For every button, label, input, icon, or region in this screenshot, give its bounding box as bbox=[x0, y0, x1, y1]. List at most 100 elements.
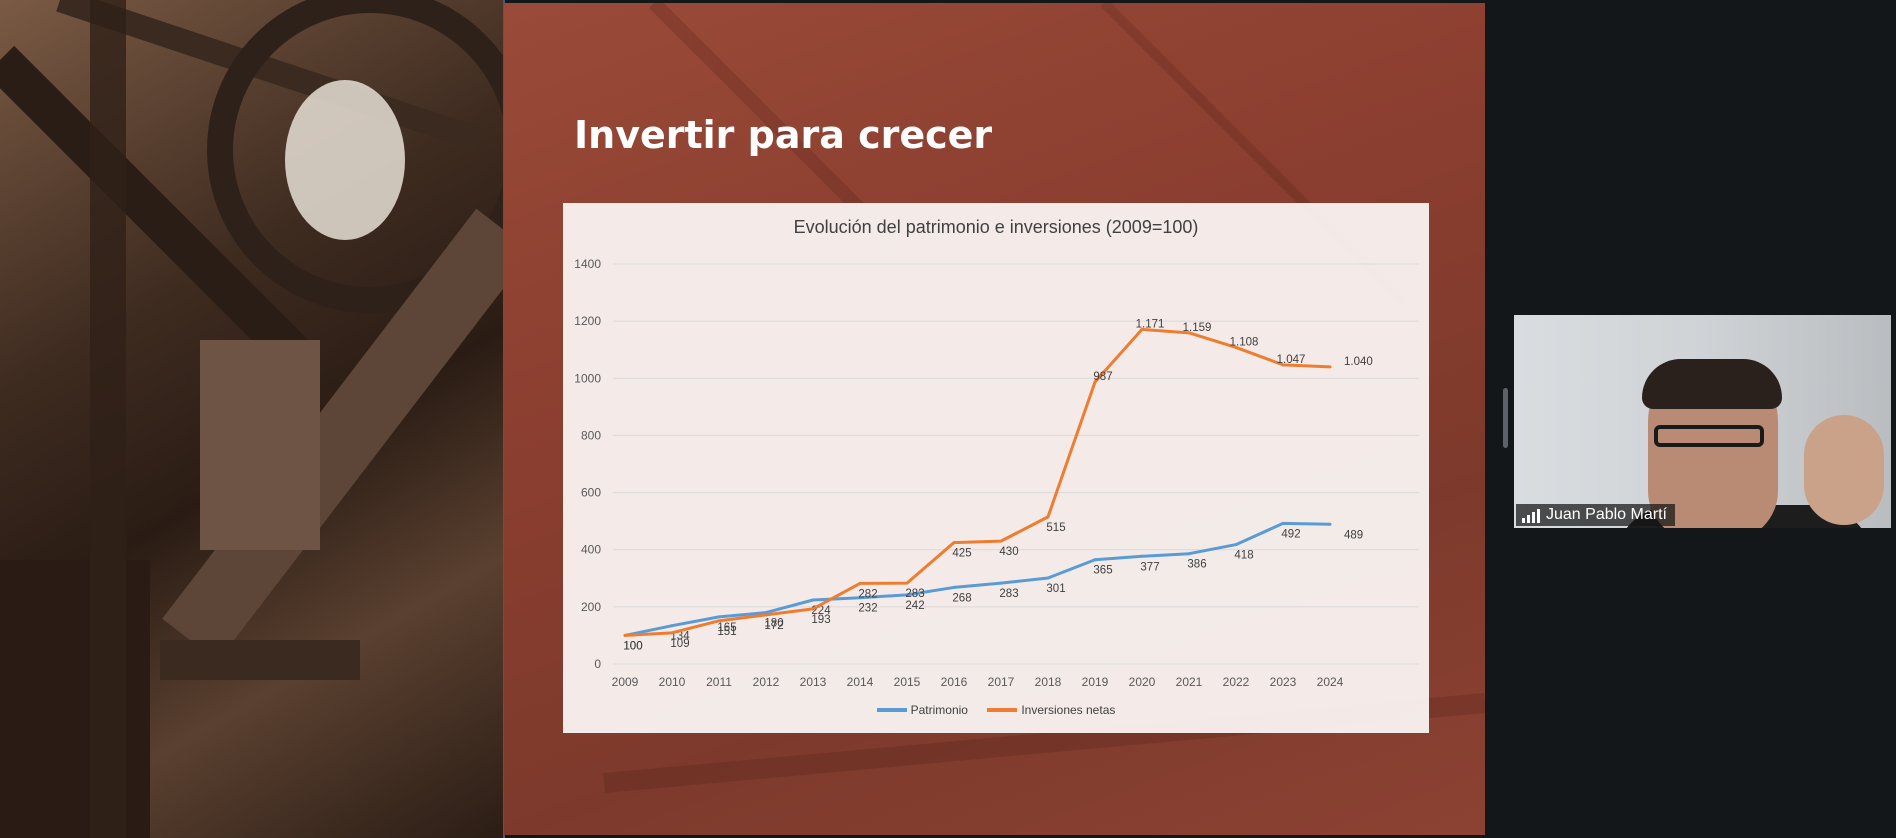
legend-swatch-inversiones bbox=[987, 708, 1018, 712]
series-line-inversiones bbox=[624, 327, 1331, 637]
data-point bbox=[952, 585, 956, 589]
legend-item-inversiones: Inversiones netas bbox=[987, 703, 1115, 717]
x-tick-label: 2010 bbox=[659, 675, 686, 689]
data-label: 987 bbox=[1093, 371, 1112, 383]
mill-photo bbox=[0, 0, 504, 838]
data-label: 100 bbox=[623, 640, 642, 652]
data-point bbox=[905, 581, 909, 585]
chart-canvas: 0 200 400 600 800 1000 1200 1400 2009 2010 2011 201… bbox=[574, 257, 1419, 689]
data-point bbox=[623, 633, 627, 637]
chart-legend: Patrimonio Inversiones netas bbox=[563, 701, 1429, 717]
data-label: 301 bbox=[1046, 583, 1065, 595]
data-label: 283 bbox=[999, 588, 1018, 600]
data-label: 165 bbox=[717, 622, 736, 634]
data-label: 100 bbox=[623, 640, 642, 652]
data-point bbox=[858, 596, 862, 600]
y-tick-label: 800 bbox=[581, 428, 601, 442]
participant-name: Juan Pablo Martí bbox=[1546, 506, 1667, 523]
data-point bbox=[952, 541, 956, 545]
data-label: 193 bbox=[811, 614, 830, 626]
participant-video-tile[interactable]: Juan Pablo Martí bbox=[1514, 315, 1891, 528]
x-tick-label: 2019 bbox=[1082, 675, 1109, 689]
data-point bbox=[999, 539, 1003, 543]
data-point bbox=[670, 624, 674, 628]
data-label: 283 bbox=[905, 588, 924, 600]
x-tick-label: 2013 bbox=[800, 675, 827, 689]
x-tick-label: 2022 bbox=[1223, 675, 1250, 689]
y-tick-label: 200 bbox=[581, 600, 601, 614]
filmstrip-resize-handle[interactable] bbox=[1503, 388, 1508, 448]
data-label: 180 bbox=[764, 618, 783, 630]
x-tick-label: 2017 bbox=[988, 675, 1015, 689]
y-tick-label: 600 bbox=[581, 486, 601, 500]
x-tick-label: 2016 bbox=[941, 675, 968, 689]
legend-label-patrimonio: Patrimonio bbox=[910, 703, 968, 717]
data-point bbox=[1093, 558, 1097, 562]
x-tick-label: 2009 bbox=[612, 675, 639, 689]
line-chart: Evolución del patrimonio e inversiones (… bbox=[563, 203, 1429, 733]
legend-label-inversiones: Inversiones netas bbox=[1021, 703, 1116, 717]
data-label: 1.108 bbox=[1230, 336, 1259, 348]
data-label: 268 bbox=[952, 592, 971, 604]
x-tick-label: 2015 bbox=[894, 675, 921, 689]
data-label: 282 bbox=[858, 588, 877, 600]
data-point bbox=[717, 615, 721, 619]
data-point bbox=[764, 613, 768, 617]
x-tick-label: 2018 bbox=[1035, 675, 1062, 689]
data-point bbox=[1187, 331, 1191, 335]
data-label: 489 bbox=[1344, 529, 1363, 541]
data-point bbox=[1328, 522, 1332, 526]
participant-glasses bbox=[1654, 425, 1764, 447]
data-point bbox=[858, 581, 862, 585]
data-label: 515 bbox=[1046, 522, 1065, 534]
y-tick-label: 1200 bbox=[574, 314, 601, 328]
x-tick-label: 2024 bbox=[1317, 675, 1344, 689]
participant-hand bbox=[1804, 415, 1884, 525]
data-point bbox=[1281, 363, 1285, 367]
data-point bbox=[1093, 380, 1097, 384]
data-point bbox=[905, 593, 909, 597]
x-tick-label: 2011 bbox=[706, 675, 732, 689]
data-point bbox=[717, 619, 721, 623]
data-label: 1.159 bbox=[1183, 322, 1212, 334]
x-tick-label: 2012 bbox=[753, 675, 780, 689]
data-label: 109 bbox=[670, 638, 689, 650]
data-label: 365 bbox=[1093, 565, 1112, 577]
data-label: 425 bbox=[952, 548, 971, 560]
slide-title: Invertir para crecer bbox=[574, 113, 993, 157]
data-label: 242 bbox=[905, 600, 924, 612]
data-point bbox=[1328, 365, 1332, 369]
data-label: 232 bbox=[858, 603, 877, 615]
data-point bbox=[1046, 576, 1050, 580]
data-label: 1.047 bbox=[1277, 354, 1306, 366]
x-tick-label: 2020 bbox=[1129, 675, 1156, 689]
data-label: 134 bbox=[670, 631, 690, 643]
data-point bbox=[811, 598, 815, 602]
data-point bbox=[1046, 515, 1050, 519]
chart-title: Evolución del patrimonio e inversiones (… bbox=[793, 217, 1199, 237]
x-tick-label: 2014 bbox=[847, 675, 874, 689]
legend-swatch-patrimonio bbox=[876, 708, 907, 712]
data-point bbox=[1187, 552, 1191, 556]
data-label: 172 bbox=[764, 620, 783, 632]
y-tick-label: 400 bbox=[581, 543, 601, 557]
data-label: 1.171 bbox=[1136, 318, 1165, 330]
legend-item-patrimonio: Patrimonio bbox=[876, 703, 968, 717]
y-tick-label: 0 bbox=[594, 657, 601, 671]
data-point bbox=[1140, 327, 1144, 331]
data-label: 418 bbox=[1234, 550, 1253, 562]
y-tick-label: 1000 bbox=[574, 371, 601, 385]
participant-name-tag: Juan Pablo Martí bbox=[1516, 504, 1675, 526]
data-point bbox=[1281, 521, 1285, 525]
data-point bbox=[811, 607, 815, 611]
data-label: 430 bbox=[999, 546, 1018, 558]
y-tick-label: 1400 bbox=[574, 257, 601, 271]
data-point bbox=[999, 581, 1003, 585]
x-tick-label: 2021 bbox=[1176, 675, 1203, 689]
data-label: 1.040 bbox=[1344, 356, 1373, 368]
presentation-stage: Invertir para crecer Evolución del patri… bbox=[0, 0, 1485, 838]
data-point bbox=[1234, 345, 1238, 349]
slide: Invertir para crecer Evolución del patri… bbox=[504, 3, 1485, 835]
x-tick-label: 2023 bbox=[1270, 675, 1297, 689]
connection-signal-icon bbox=[1522, 507, 1540, 523]
